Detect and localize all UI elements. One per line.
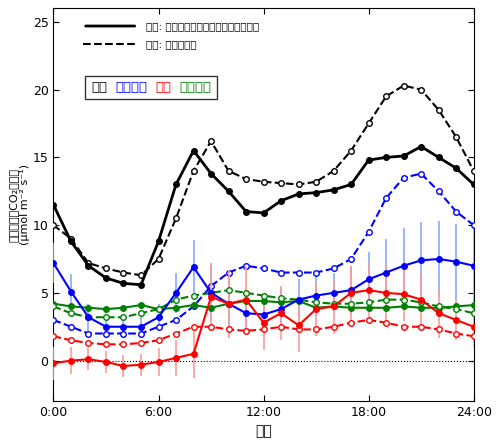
Text: 実線: 本研究の大気観測による評価結果: 実線: 本研究の大気観測による評価結果 [146, 21, 259, 31]
Legend: 総量, 都市ガス, 石油, 人間呼吸: 総量, 都市ガス, 石油, 人間呼吸 [86, 76, 217, 99]
Y-axis label: 都市からのCO₂排出量
(μmol m⁻² s⁻¹): 都市からのCO₂排出量 (μmol m⁻² s⁻¹) [8, 164, 30, 245]
Text: 破線: 統計データ: 破線: 統計データ [146, 39, 196, 49]
X-axis label: 時刻: 時刻 [255, 425, 272, 439]
